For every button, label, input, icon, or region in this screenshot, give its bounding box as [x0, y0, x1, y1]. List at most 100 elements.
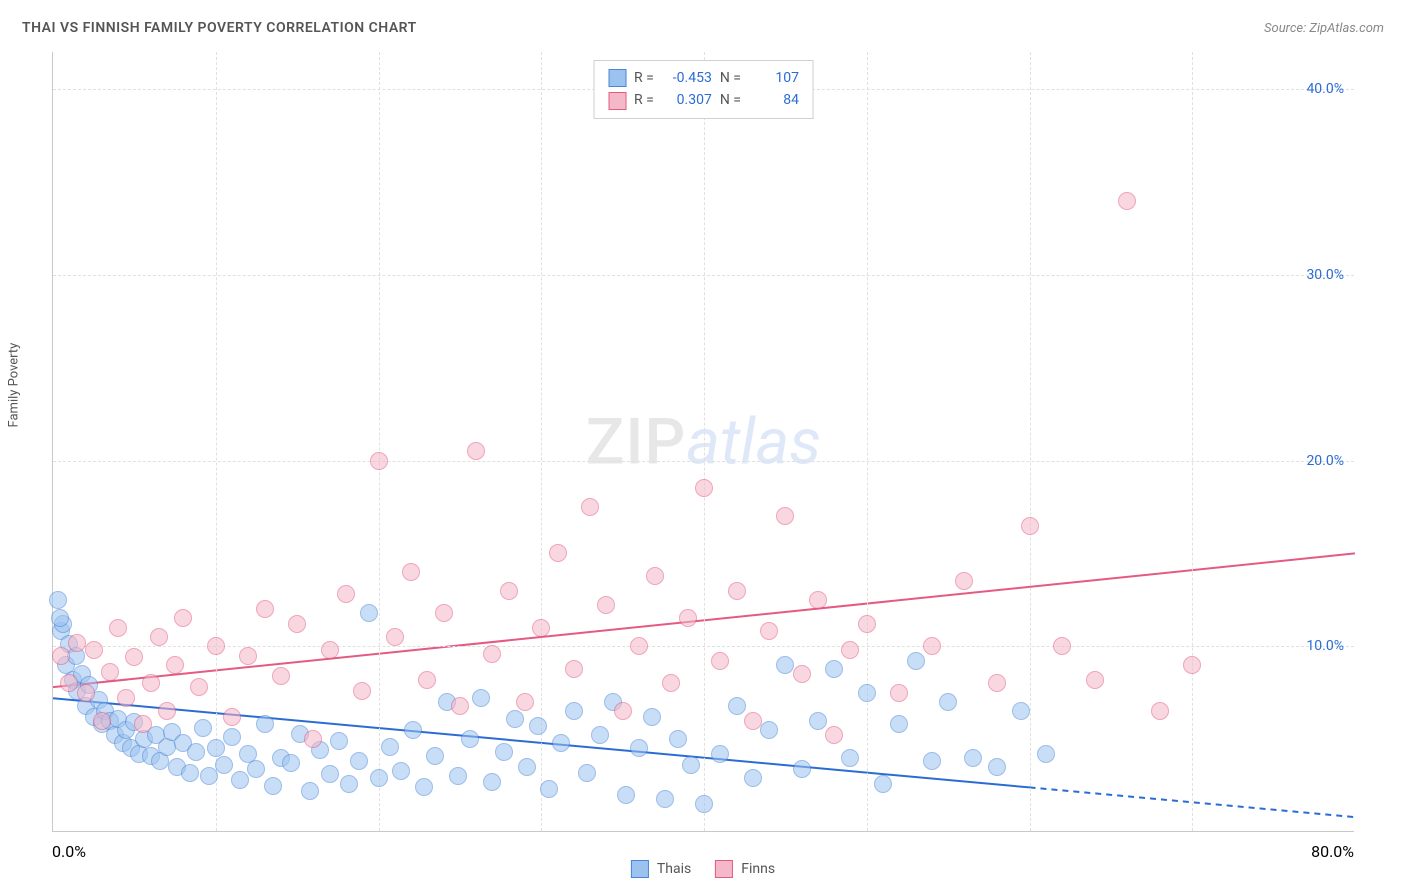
correlation-legend: R = -0.453 N = 107 R = 0.307 N = 84: [593, 60, 814, 119]
data-point-thais: [381, 738, 399, 756]
data-point-finns: [890, 684, 908, 702]
x-axis-start-label: 0.0%: [52, 842, 86, 861]
data-point-finns: [565, 660, 583, 678]
data-point-finns: [272, 667, 290, 685]
data-point-finns: [435, 604, 453, 622]
data-point-finns: [402, 563, 420, 581]
data-point-thais: [988, 758, 1006, 776]
data-point-finns: [370, 452, 388, 470]
data-point-thais: [939, 693, 957, 711]
data-point-thais: [282, 754, 300, 772]
swatch-finns: [608, 92, 626, 110]
data-point-thais: [841, 749, 859, 767]
data-point-thais: [404, 721, 422, 739]
data-point-finns: [125, 648, 143, 666]
data-point-finns: [516, 693, 534, 711]
data-point-thais: [256, 715, 274, 733]
data-point-finns: [597, 596, 615, 614]
data-point-finns: [386, 628, 404, 646]
y-tick-label: 40.0%: [1306, 81, 1344, 97]
data-point-thais: [1012, 702, 1030, 720]
swatch-icon: [715, 860, 733, 878]
data-point-thais: [472, 689, 490, 707]
data-point-thais: [630, 739, 648, 757]
swatch-icon: [631, 860, 649, 878]
data-point-finns: [695, 479, 713, 497]
data-point-thais: [483, 773, 501, 791]
data-point-finns: [117, 689, 135, 707]
data-point-finns: [500, 582, 518, 600]
data-point-finns: [549, 544, 567, 562]
data-point-thais: [728, 697, 746, 715]
n-label: N =: [720, 89, 741, 111]
gridline-vertical: [704, 52, 705, 831]
gridline-vertical: [379, 52, 380, 831]
data-point-finns: [532, 619, 550, 637]
data-point-thais: [874, 775, 892, 793]
data-point-finns: [174, 609, 192, 627]
data-point-thais: [907, 652, 925, 670]
data-point-finns: [109, 619, 127, 637]
data-point-finns: [760, 622, 778, 640]
swatch-thais: [608, 69, 626, 87]
data-point-finns: [1118, 192, 1136, 210]
n-value-finns: 84: [749, 89, 799, 111]
r-value-finns: 0.307: [662, 89, 712, 111]
data-point-thais: [247, 760, 265, 778]
y-axis-label: Family Poverty: [7, 343, 22, 428]
data-point-thais: [181, 764, 199, 782]
data-point-finns: [646, 567, 664, 585]
data-point-finns: [150, 628, 168, 646]
data-point-thais: [565, 702, 583, 720]
data-point-thais: [669, 730, 687, 748]
data-point-finns: [776, 507, 794, 525]
data-point-finns: [60, 674, 78, 692]
data-point-thais: [370, 769, 388, 787]
data-point-finns: [223, 708, 241, 726]
data-point-thais: [529, 717, 547, 735]
data-point-finns: [337, 585, 355, 603]
legend-label-thais: Thais: [657, 861, 691, 877]
series-legend: Thais Finns: [631, 860, 775, 878]
data-point-thais: [360, 604, 378, 622]
data-point-finns: [1021, 517, 1039, 535]
data-point-finns: [581, 498, 599, 516]
data-point-finns: [614, 702, 632, 720]
data-point-finns: [101, 663, 119, 681]
data-point-thais: [776, 656, 794, 674]
scatter-chart: ZIPatlas R = -0.453 N = 107 R = 0.307 N …: [52, 52, 1354, 832]
data-point-thais: [760, 721, 778, 739]
data-point-finns: [809, 591, 827, 609]
gridline-vertical: [541, 52, 542, 831]
data-point-finns: [190, 678, 208, 696]
data-point-finns: [728, 582, 746, 600]
data-point-thais: [617, 786, 635, 804]
data-point-thais: [518, 758, 536, 776]
data-point-thais: [656, 790, 674, 808]
data-point-thais: [695, 795, 713, 813]
data-point-thais: [858, 684, 876, 702]
data-point-thais: [643, 708, 661, 726]
r-label: R =: [634, 67, 654, 89]
data-point-thais: [540, 780, 558, 798]
data-point-thais: [711, 745, 729, 763]
legend-item-thais: Thais: [631, 860, 691, 878]
data-point-finns: [134, 715, 152, 733]
data-point-finns: [85, 641, 103, 659]
n-value-thais: 107: [749, 67, 799, 89]
data-point-thais: [1037, 745, 1055, 763]
data-point-finns: [679, 609, 697, 627]
data-point-thais: [744, 769, 762, 787]
data-point-finns: [321, 641, 339, 659]
data-point-finns: [793, 665, 811, 683]
data-point-finns: [988, 674, 1006, 692]
n-label: N =: [720, 67, 741, 89]
data-point-thais: [223, 728, 241, 746]
data-point-finns: [483, 645, 501, 663]
data-point-thais: [321, 765, 339, 783]
source-attribution: Source: ZipAtlas.com: [1264, 21, 1384, 36]
legend-row-finns: R = 0.307 N = 84: [608, 89, 799, 111]
x-axis-end-label: 80.0%: [1311, 842, 1354, 861]
data-point-thais: [415, 778, 433, 796]
data-point-finns: [418, 671, 436, 689]
